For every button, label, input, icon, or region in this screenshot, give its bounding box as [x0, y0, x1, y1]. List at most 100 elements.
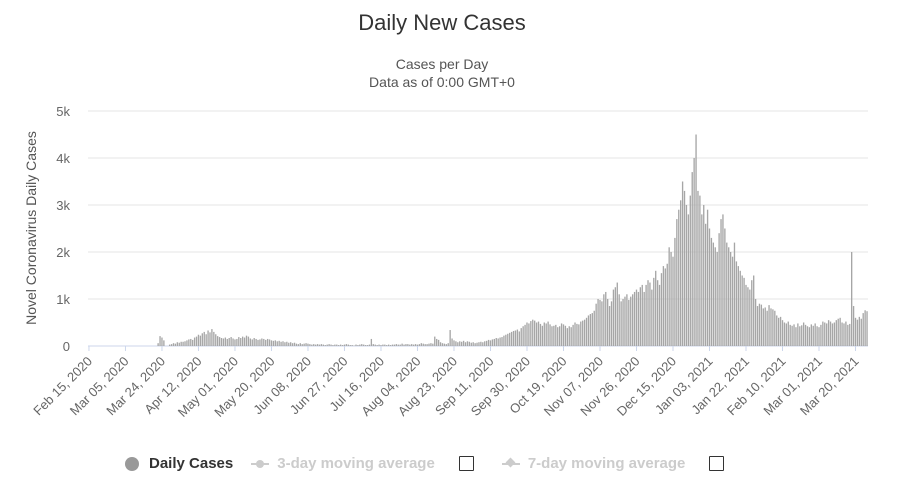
bar — [361, 344, 363, 346]
bar — [822, 321, 824, 346]
legend-item-3-day-average[interactable]: 3-day moving average — [251, 455, 484, 472]
toggle-7-day-average-checkbox[interactable] — [709, 456, 725, 471]
bar — [774, 310, 776, 346]
bar — [462, 340, 465, 346]
bar — [572, 324, 574, 346]
bar — [347, 344, 349, 346]
bar — [330, 344, 332, 346]
y-axis-ticks: 0 1k 2k 3k 4k 5k — [56, 104, 70, 354]
bar — [555, 324, 557, 346]
bar — [605, 291, 607, 346]
bar — [453, 340, 455, 346]
bar — [282, 341, 284, 346]
bar — [328, 344, 330, 346]
bar — [295, 343, 298, 346]
bar — [826, 323, 828, 346]
bar — [485, 340, 488, 346]
bar — [387, 344, 390, 346]
bar — [243, 337, 246, 346]
grid-lines — [88, 110, 868, 347]
bar — [439, 342, 442, 346]
bar — [445, 344, 447, 346]
bar — [635, 289, 638, 346]
bar — [804, 324, 807, 346]
bar — [678, 209, 680, 346]
bar — [862, 313, 864, 346]
bar — [355, 344, 357, 346]
bar — [622, 299, 624, 346]
bar — [230, 337, 232, 346]
bar — [357, 345, 359, 346]
bar — [856, 319, 859, 346]
bar — [405, 344, 407, 346]
bar — [186, 340, 188, 346]
bar — [316, 344, 319, 346]
bar — [266, 338, 269, 346]
bar — [213, 331, 215, 346]
bar — [539, 323, 542, 346]
chart-data-date: Data as of 0:00 GMT+0 — [369, 74, 515, 90]
bar — [851, 252, 853, 346]
bar — [549, 324, 551, 346]
bar — [858, 316, 861, 346]
bar — [697, 190, 699, 346]
bar — [397, 344, 399, 346]
bar — [720, 219, 722, 346]
bar — [553, 325, 555, 346]
bar — [407, 344, 409, 346]
bar — [829, 321, 832, 346]
toggle-3-day-average-checkbox[interactable] — [458, 456, 474, 471]
bar — [326, 344, 328, 346]
bar — [639, 287, 642, 346]
bar — [847, 324, 849, 346]
bar — [461, 341, 463, 346]
legend-label-7-day-average: 7-day moving average — [527, 455, 686, 472]
bar — [701, 214, 703, 346]
legend-item-7-day-average[interactable]: 7-day moving average — [501, 455, 735, 472]
bar — [860, 318, 862, 346]
bar — [530, 321, 532, 346]
bar — [401, 343, 403, 346]
bar — [238, 337, 240, 346]
bar — [303, 343, 305, 346]
bar — [364, 345, 367, 346]
bar — [184, 341, 186, 346]
bar — [378, 344, 380, 346]
bar — [614, 287, 617, 346]
bar — [436, 338, 438, 346]
bar — [430, 343, 432, 346]
bar — [209, 332, 211, 346]
bar — [712, 242, 715, 346]
bar — [545, 323, 547, 346]
bar — [245, 335, 248, 346]
bar — [724, 228, 726, 346]
bar — [785, 323, 788, 346]
bar — [651, 289, 653, 346]
bar — [368, 344, 371, 346]
bar — [812, 325, 814, 346]
legend-item-daily-cases[interactable]: Daily Cases — [125, 455, 233, 472]
bar — [791, 325, 793, 346]
bar — [806, 326, 809, 346]
bar — [718, 233, 720, 346]
bar — [257, 339, 259, 346]
bar — [789, 324, 791, 346]
bar — [487, 339, 490, 346]
bar — [795, 327, 797, 346]
bar — [866, 311, 868, 346]
bar — [816, 326, 818, 346]
bar — [603, 294, 605, 346]
bar — [276, 341, 278, 346]
bar — [585, 317, 588, 346]
bar — [217, 336, 219, 346]
bar — [747, 287, 749, 346]
bar — [562, 324, 565, 346]
bar — [645, 284, 647, 346]
bar — [451, 338, 453, 346]
bar — [739, 270, 741, 346]
bar — [543, 322, 545, 346]
bar — [478, 342, 480, 346]
bar — [799, 326, 801, 346]
bar — [566, 328, 568, 346]
bar — [801, 325, 803, 346]
